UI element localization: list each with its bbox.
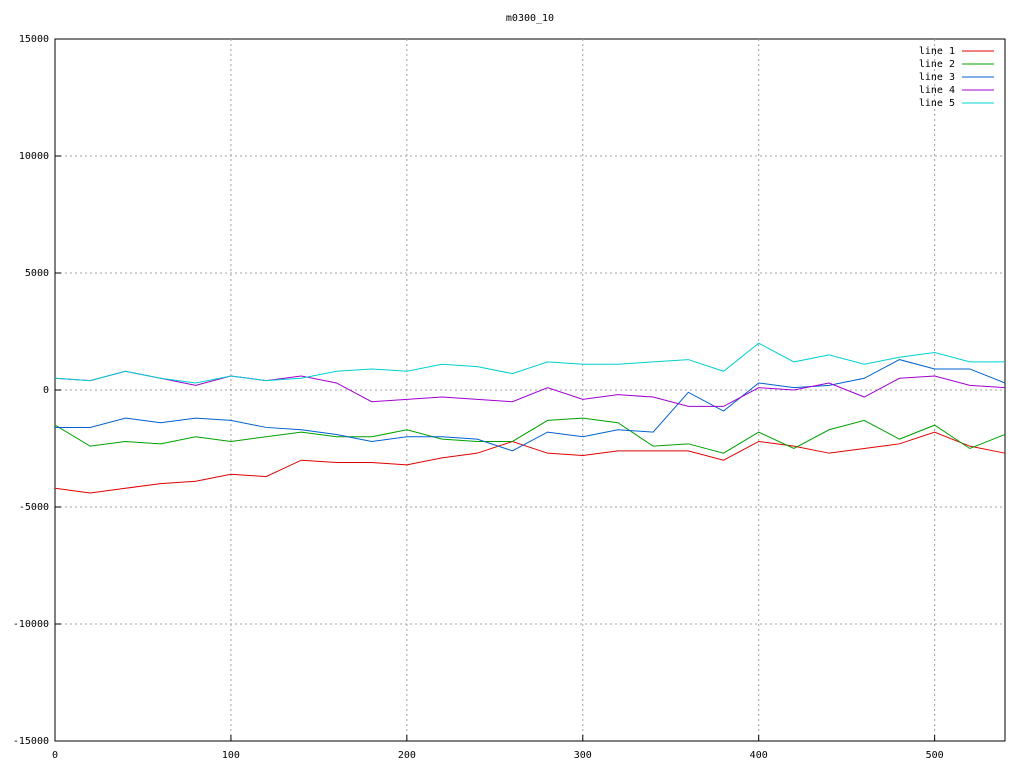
x-tick-label: 100 <box>222 750 240 761</box>
x-tick-label: 300 <box>574 750 592 761</box>
series-line <box>54 417 1006 454</box>
x-tick-label: 200 <box>398 750 416 761</box>
series-line <box>54 431 1006 494</box>
y-tick-label: -10000 <box>13 619 49 630</box>
legend-label: line 1 <box>919 46 955 57</box>
legend-label: line 4 <box>919 85 955 96</box>
x-tick-label: 500 <box>926 750 944 761</box>
series-line <box>55 359 1006 452</box>
legend-label: line 5 <box>919 98 955 109</box>
y-tick-label: 10000 <box>19 151 49 162</box>
series-line <box>54 370 1006 407</box>
x-tick-label: 400 <box>750 750 768 761</box>
x-tick-label: 0 <box>52 750 58 761</box>
chart-title: m0300_10 <box>506 13 554 24</box>
y-tick-label: 0 <box>43 385 49 396</box>
y-tick-label: 5000 <box>25 268 49 279</box>
legend-label: line 3 <box>919 72 955 83</box>
y-tick-label: 15000 <box>19 34 49 45</box>
y-tick-label: -5000 <box>19 502 49 513</box>
legend-label: line 2 <box>919 59 955 70</box>
y-tick-label: -15000 <box>13 736 49 747</box>
series-line <box>54 342 1005 384</box>
